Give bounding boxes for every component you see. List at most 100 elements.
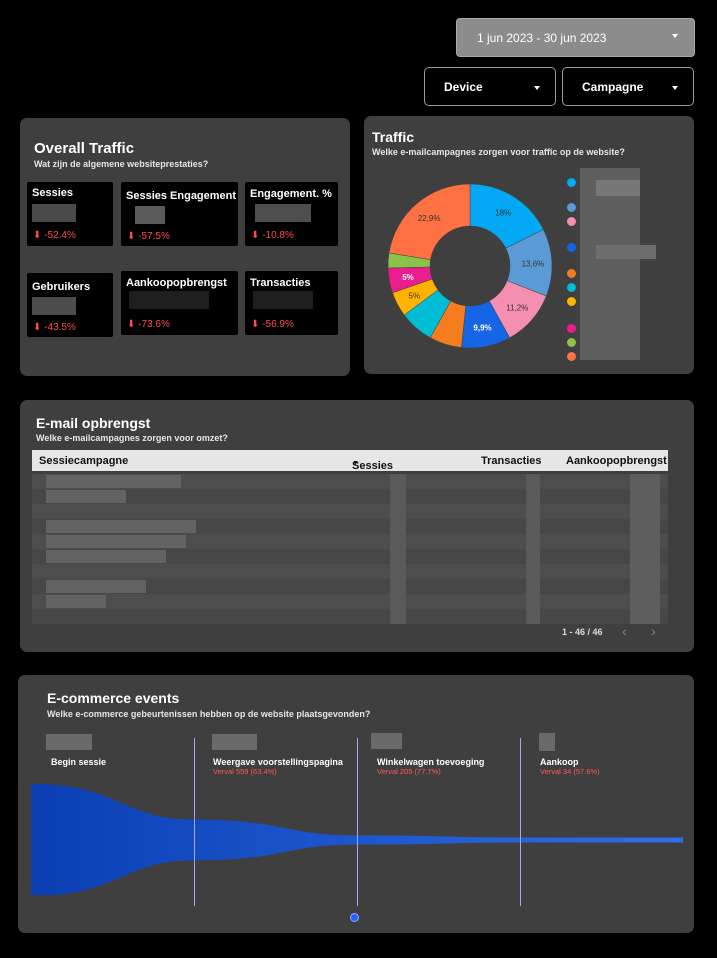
slice-label: 13,6% (522, 259, 545, 268)
scroll-indicator-dot[interactable] (350, 913, 359, 922)
legend-labels-redacted (580, 168, 640, 360)
kpi-label: Aankoopopbrengst (126, 277, 227, 289)
table-row[interactable] (32, 489, 668, 504)
legend-dot (567, 324, 576, 333)
kpi-value-redacted (255, 204, 311, 222)
cell-redacted (46, 520, 196, 533)
cell-redacted (630, 579, 660, 594)
cell-redacted (526, 564, 540, 579)
funnel-divider (194, 738, 195, 906)
cell-redacted (390, 594, 406, 609)
next-page-icon[interactable]: › (651, 623, 656, 639)
campaign-filter[interactable]: Campagne (562, 67, 694, 106)
kpi-label: Gebruikers (32, 281, 91, 293)
funnel-step-drop: Verval 205 (77.7%) (377, 767, 441, 776)
device-filter-label: Device (444, 79, 483, 94)
slice-label: 5% (409, 291, 421, 300)
date-range-picker[interactable]: 1 jun 2023 - 30 jun 2023 (456, 18, 695, 57)
cell-redacted (390, 609, 406, 624)
cell-redacted (526, 474, 540, 489)
cell-redacted (526, 549, 540, 564)
funnel-step-name: Begin sessie (51, 757, 107, 767)
kpi-delta: ⬇ -73.6% (127, 319, 170, 330)
step-value-redacted (46, 734, 92, 750)
legend-dot (567, 352, 576, 361)
legend-dot (567, 217, 576, 226)
sort-down-icon: ▼ (352, 460, 359, 467)
col-aankoopopbrengst[interactable]: Aankoopopbrengst (566, 455, 667, 467)
funnel-step-drop: Verval 34 (57.6%) (540, 767, 600, 776)
kpi-label: Sessies (32, 187, 73, 199)
cell-redacted (390, 519, 406, 534)
slice-label: 9,9% (473, 324, 491, 333)
table-row[interactable] (32, 594, 668, 609)
cell-redacted (526, 489, 540, 504)
cell-redacted (46, 595, 106, 608)
pagination-label: 1 - 46 / 46 (562, 627, 603, 637)
kpi-delta: ⬇ -52.4% (33, 230, 76, 241)
table-row[interactable] (32, 549, 668, 564)
cell-redacted (46, 490, 126, 503)
legend-dot (567, 269, 576, 278)
kpi-aankoopopbrengst[interactable]: Aankoopopbrengst ⬇ -73.6% (121, 271, 238, 335)
kpi-value-redacted (253, 291, 313, 309)
table-row[interactable] (32, 609, 668, 624)
kpi-delta: ⬇ -56.9% (251, 319, 294, 330)
table-row[interactable] (32, 579, 668, 594)
cell-redacted (390, 579, 406, 594)
funnel-step-name: Aankoop (540, 757, 579, 767)
chevron-down-icon (672, 86, 678, 90)
date-range-label: 1 jun 2023 - 30 jun 2023 (477, 30, 607, 45)
legend-dot (567, 203, 576, 212)
donut-slice (388, 183, 471, 260)
cell-redacted (526, 504, 540, 519)
cell-redacted (526, 519, 540, 534)
legend-dot (567, 297, 576, 306)
overall-traffic-title: Overall Traffic (34, 140, 135, 157)
traffic-donut-chart[interactable]: 18% 13,6% 11,2% 9,9% 5% 5% 22,9% (385, 181, 555, 351)
table-row[interactable] (32, 519, 668, 534)
kpi-label: Engagement. % (250, 188, 332, 200)
email-revenue-title: E-mail opbrengst (36, 415, 151, 431)
cell-redacted (630, 564, 660, 579)
step-value-redacted (539, 733, 555, 751)
legend-labels-redacted (596, 245, 656, 259)
kpi-value-redacted (32, 297, 76, 315)
col-sessiecampagne[interactable]: Sessiecampagne (39, 455, 129, 467)
campaign-filter-label: Campagne (582, 79, 644, 94)
kpi-sessies[interactable]: Sessies ⬇ -52.4% (27, 182, 113, 246)
prev-page-icon[interactable]: ‹ (622, 623, 627, 639)
legend-dot (567, 178, 576, 187)
funnel-step-name: Winkelwagen toevoeging (377, 757, 485, 767)
cell-redacted (630, 609, 660, 624)
cell-redacted (630, 474, 660, 489)
col-transacties[interactable]: Transacties (481, 455, 542, 467)
slice-label: 5% (402, 273, 414, 282)
table-row[interactable] (32, 474, 668, 489)
cell-redacted (630, 489, 660, 504)
table-row[interactable] (32, 564, 668, 579)
cell-redacted (46, 535, 186, 548)
legend-dot (567, 338, 576, 347)
kpi-gebruikers[interactable]: Gebruikers ⬇ -43.5% (27, 273, 113, 337)
ecommerce-events-card (18, 675, 694, 933)
kpi-label: Sessies Engagement (126, 190, 237, 202)
kpi-delta: ⬇ -57.5% (127, 231, 170, 242)
kpi-sessies-engagement[interactable]: Sessies Engagement ⬇ -57.5% (121, 182, 238, 246)
email-table-header: Sessiecampagne Sessies ▼ Transacties Aan… (32, 450, 668, 472)
device-filter[interactable]: Device (424, 67, 556, 106)
table-row[interactable] (32, 534, 668, 549)
funnel-step-drop: Verval 559 (63.4%) (213, 767, 277, 776)
cell-redacted (526, 609, 540, 624)
cell-redacted (390, 489, 406, 504)
cell-redacted (630, 519, 660, 534)
cell-redacted (390, 504, 406, 519)
cell-redacted (390, 564, 406, 579)
kpi-transacties[interactable]: Transacties ⬇ -56.9% (245, 271, 338, 335)
slice-label: 18% (495, 208, 511, 217)
step-value-redacted (212, 734, 257, 750)
kpi-engagement-pct[interactable]: Engagement. % ⬇ -10.8% (245, 182, 338, 246)
cell-redacted (46, 550, 166, 563)
table-row[interactable] (32, 504, 668, 519)
cell-redacted (46, 580, 146, 593)
